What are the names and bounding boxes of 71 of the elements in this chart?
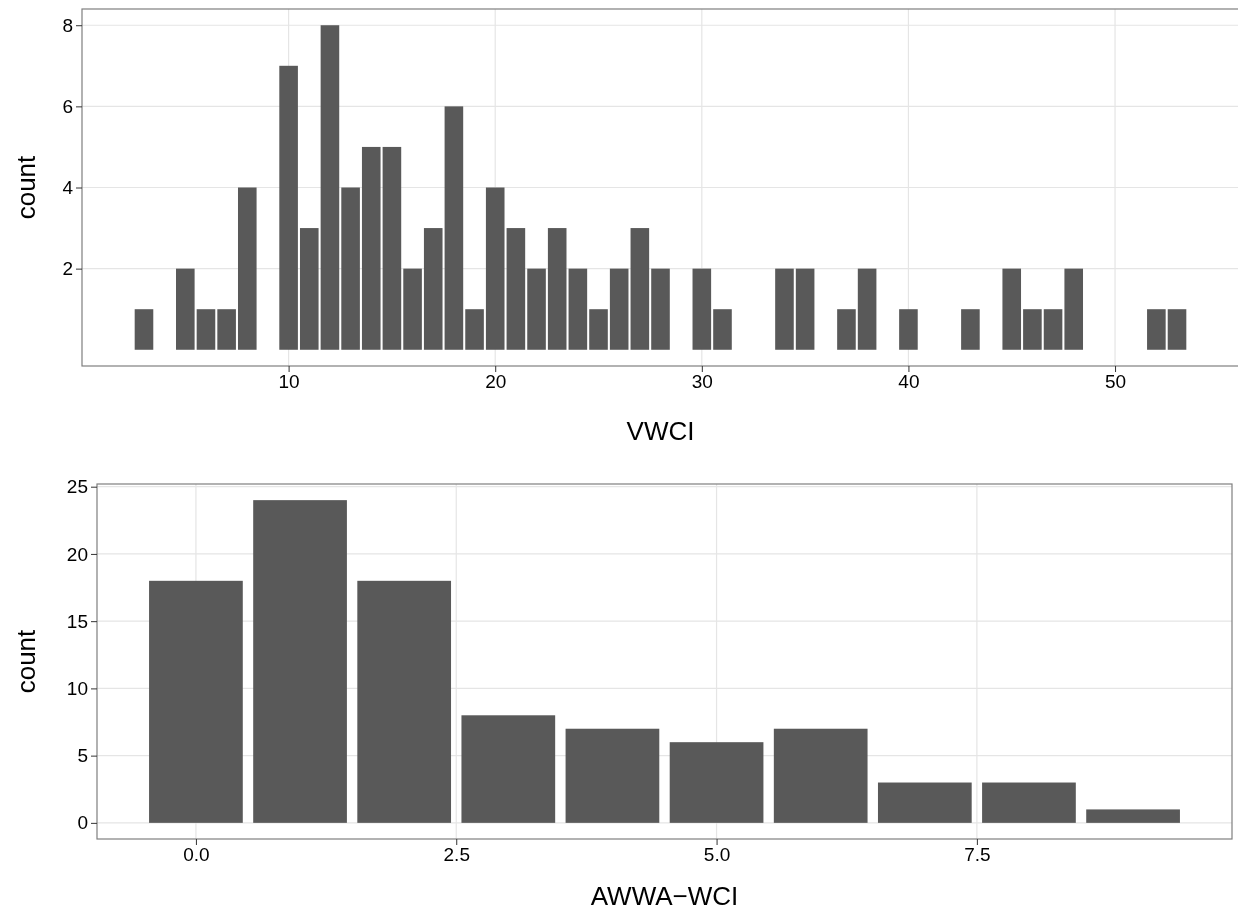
x-tick-label: 2.5 (443, 844, 470, 866)
x-tick-label: 40 (898, 371, 920, 393)
x-tick-label: 30 (691, 371, 713, 393)
y-axis-title: count (11, 154, 41, 220)
bar (899, 309, 918, 350)
bar (1064, 268, 1084, 350)
y-tick-label: 5 (77, 745, 88, 767)
x-tick-label: 5.0 (703, 844, 731, 866)
bar (565, 728, 660, 823)
y-tick-label: 10 (66, 677, 88, 699)
bar (713, 309, 732, 350)
bar (253, 500, 347, 823)
bar (176, 268, 195, 350)
bar (485, 187, 505, 350)
y-tick-label: 0 (77, 812, 88, 834)
bar (547, 228, 567, 350)
bar (237, 187, 257, 350)
y-tick-label: 2 (62, 258, 73, 280)
bar (382, 146, 402, 350)
bar (630, 228, 650, 350)
bar (299, 228, 319, 350)
bar (341, 187, 360, 350)
y-tick-label: 20 (66, 543, 88, 565)
bar (461, 715, 556, 823)
bar (527, 268, 546, 350)
bar (692, 268, 712, 350)
bar (669, 742, 764, 823)
bar (320, 25, 340, 350)
y-tick-label: 25 (66, 476, 88, 498)
bar (877, 782, 972, 823)
bar (568, 268, 588, 350)
bar (982, 782, 1076, 823)
bar (775, 268, 794, 350)
x-tick-label: 50 (1104, 371, 1127, 393)
y-tick-label: 6 (62, 95, 73, 117)
bar (651, 268, 670, 350)
bar (423, 228, 443, 350)
bar (149, 580, 243, 823)
bar (589, 309, 608, 350)
bar (1167, 309, 1187, 350)
x-tick-label: 20 (485, 371, 507, 393)
y-tick-label: 4 (62, 177, 74, 199)
bar (361, 146, 381, 350)
bar (465, 309, 484, 350)
bar (134, 309, 154, 350)
bar (1023, 309, 1042, 350)
y-tick-label: 15 (66, 610, 88, 632)
bar (279, 65, 298, 350)
bar (403, 268, 422, 350)
x-tick-label: 10 (278, 371, 300, 393)
bar (1002, 268, 1022, 350)
bar (857, 268, 877, 350)
bar (961, 309, 980, 350)
y-axis-title: count (11, 628, 41, 694)
y-tick-label: 8 (62, 14, 73, 36)
bar (217, 309, 236, 350)
bar (1086, 809, 1180, 823)
bar (444, 106, 464, 350)
x-tick-label: 0.0 (183, 844, 210, 866)
bar (1043, 309, 1063, 350)
x-axis-title: AWWA−WCI (590, 881, 739, 911)
bar (795, 268, 815, 350)
bar (609, 268, 629, 350)
x-tick-label: 7.5 (964, 844, 991, 866)
bar (357, 580, 452, 823)
x-axis-title: VWCI (626, 416, 695, 446)
bar (773, 728, 868, 823)
bar (196, 309, 216, 350)
bar (506, 228, 526, 350)
bar (1147, 309, 1166, 350)
bar (837, 309, 856, 350)
